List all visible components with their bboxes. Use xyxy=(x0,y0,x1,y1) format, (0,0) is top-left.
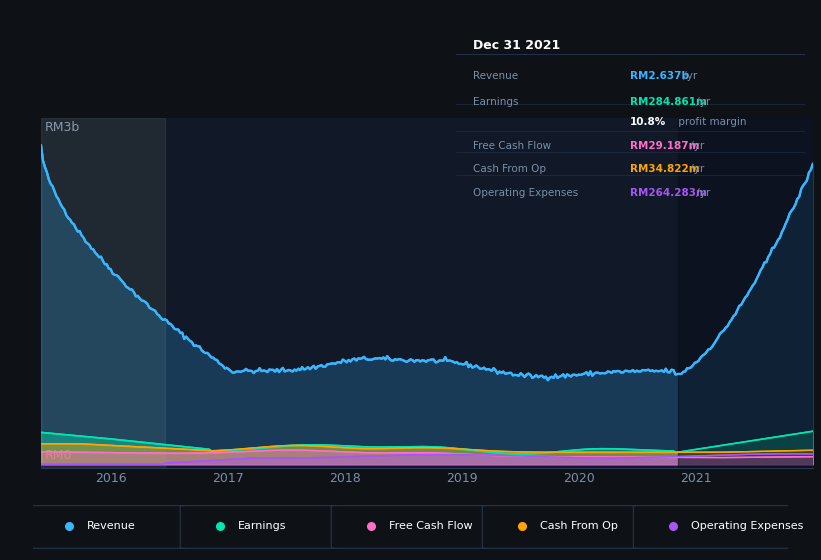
Text: Free Cash Flow: Free Cash Flow xyxy=(473,141,551,151)
Text: RM0: RM0 xyxy=(45,449,72,463)
Text: Cash From Op: Cash From Op xyxy=(473,165,546,174)
Text: Cash From Op: Cash From Op xyxy=(540,521,618,531)
FancyBboxPatch shape xyxy=(633,506,791,548)
Text: RM3b: RM3b xyxy=(45,121,80,134)
Text: RM284.861m: RM284.861m xyxy=(631,97,707,107)
Bar xyxy=(677,118,813,468)
Text: profit margin: profit margin xyxy=(676,116,747,127)
Text: Earnings: Earnings xyxy=(473,97,519,107)
Text: RM2.637b: RM2.637b xyxy=(631,71,689,81)
Text: Revenue: Revenue xyxy=(87,521,136,531)
FancyBboxPatch shape xyxy=(331,506,488,548)
Text: RM264.283m: RM264.283m xyxy=(631,188,707,198)
Text: Revenue: Revenue xyxy=(473,71,518,81)
Text: /yr: /yr xyxy=(686,165,704,174)
Text: /yr: /yr xyxy=(693,188,710,198)
Text: Earnings: Earnings xyxy=(238,521,287,531)
Text: /yr: /yr xyxy=(681,71,698,81)
Text: RM29.187m: RM29.187m xyxy=(631,141,699,151)
Text: RM34.822m: RM34.822m xyxy=(631,165,699,174)
FancyBboxPatch shape xyxy=(180,506,337,548)
FancyBboxPatch shape xyxy=(482,506,640,548)
Bar xyxy=(41,118,164,468)
Text: Operating Expenses: Operating Expenses xyxy=(473,188,578,198)
Text: 10.8%: 10.8% xyxy=(631,116,667,127)
Text: Free Cash Flow: Free Cash Flow xyxy=(389,521,473,531)
Text: Dec 31 2021: Dec 31 2021 xyxy=(473,39,561,52)
Text: /yr: /yr xyxy=(686,141,704,151)
Text: /yr: /yr xyxy=(693,97,710,107)
FancyBboxPatch shape xyxy=(29,506,186,548)
Text: Operating Expenses: Operating Expenses xyxy=(691,521,804,531)
